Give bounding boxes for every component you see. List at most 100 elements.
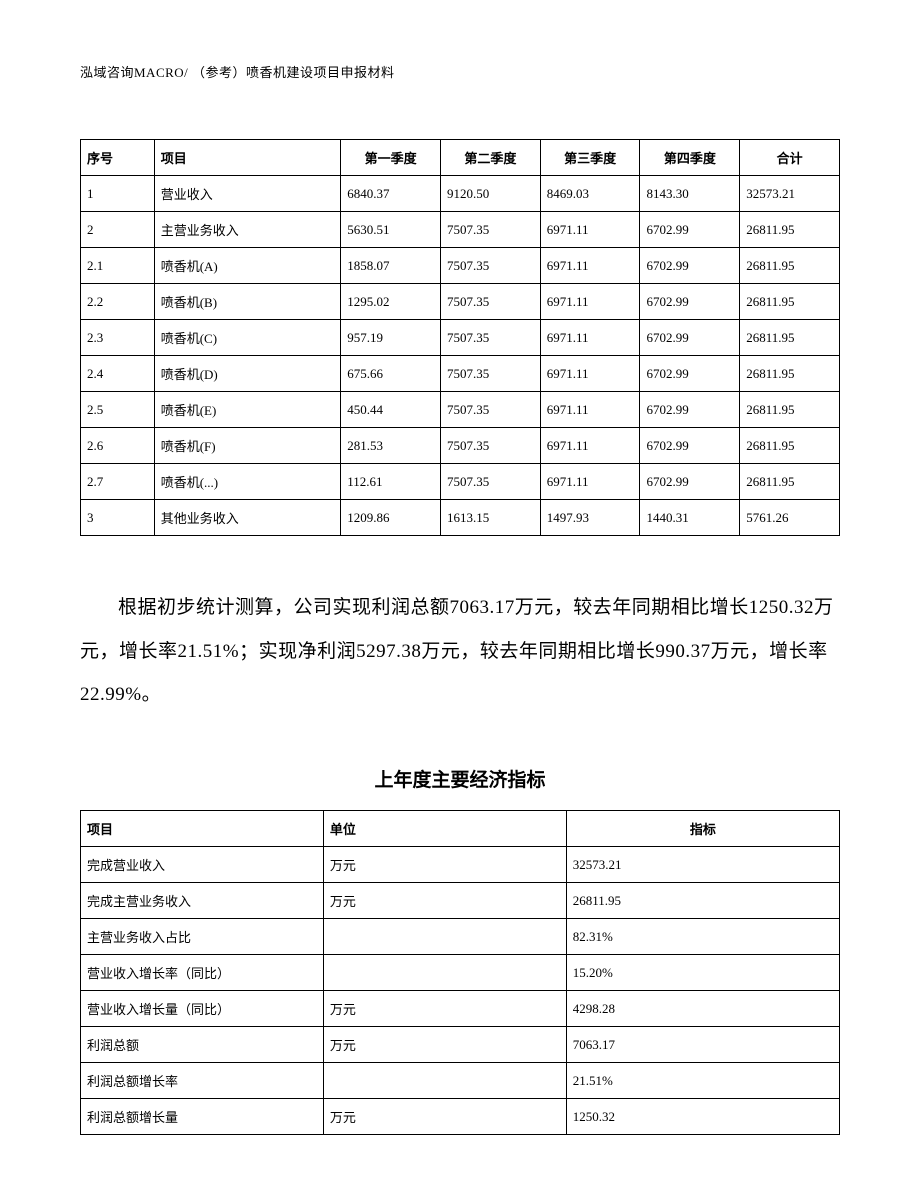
table-cell: 喷香机(F) xyxy=(154,428,340,464)
table-cell xyxy=(323,955,566,991)
table-cell: 26811.95 xyxy=(740,464,840,500)
table-cell: 5761.26 xyxy=(740,500,840,536)
table-row: 完成主营业务收入万元26811.95 xyxy=(81,883,840,919)
table-cell: 1295.02 xyxy=(341,284,441,320)
table-cell: 2.1 xyxy=(81,248,155,284)
table-cell: 82.31% xyxy=(566,919,839,955)
table-row: 营业收入增长率（同比） 15.20% xyxy=(81,955,840,991)
table-cell: 6971.11 xyxy=(540,392,640,428)
table-cell: 喷香机(A) xyxy=(154,248,340,284)
table-cell: 7507.35 xyxy=(440,320,540,356)
table-cell: 21.51% xyxy=(566,1063,839,1099)
table-cell: 喷香机(C) xyxy=(154,320,340,356)
table-cell: 喷香机(E) xyxy=(154,392,340,428)
table-cell: 26811.95 xyxy=(740,248,840,284)
table-row: 利润总额万元7063.17 xyxy=(81,1027,840,1063)
table-cell xyxy=(323,1063,566,1099)
table-row: 2.1喷香机(A)1858.077507.356971.116702.99268… xyxy=(81,248,840,284)
table-cell: 112.61 xyxy=(341,464,441,500)
table-cell: 7507.35 xyxy=(440,284,540,320)
table-row: 利润总额增长量万元1250.32 xyxy=(81,1099,840,1135)
header-q4: 第四季度 xyxy=(640,140,740,176)
table-cell: 15.20% xyxy=(566,955,839,991)
table-cell: 万元 xyxy=(323,883,566,919)
table-row: 2.7喷香机(...)112.617507.356971.116702.9926… xyxy=(81,464,840,500)
table-cell: 6971.11 xyxy=(540,284,640,320)
table-cell: 2.7 xyxy=(81,464,155,500)
table-cell: 6971.11 xyxy=(540,428,640,464)
table-cell: 957.19 xyxy=(341,320,441,356)
table-row: 完成营业收入万元32573.21 xyxy=(81,847,840,883)
header-item: 项目 xyxy=(154,140,340,176)
table-cell: 6971.11 xyxy=(540,320,640,356)
table1-body: 1营业收入6840.379120.508469.038143.3032573.2… xyxy=(81,176,840,536)
table-header-row: 项目 单位 指标 xyxy=(81,811,840,847)
table-row: 2.2喷香机(B)1295.027507.356971.116702.99268… xyxy=(81,284,840,320)
table-cell: 9120.50 xyxy=(440,176,540,212)
table-cell: 3 xyxy=(81,500,155,536)
table-cell: 26811.95 xyxy=(740,320,840,356)
table-row: 利润总额增长率 21.51% xyxy=(81,1063,840,1099)
table-cell: 6840.37 xyxy=(341,176,441,212)
table-cell: 7063.17 xyxy=(566,1027,839,1063)
table-cell: 8469.03 xyxy=(540,176,640,212)
table-cell: 6702.99 xyxy=(640,284,740,320)
table-cell: 6702.99 xyxy=(640,428,740,464)
header-q1: 第一季度 xyxy=(341,140,441,176)
table-row: 2主营业务收入5630.517507.356971.116702.9926811… xyxy=(81,212,840,248)
table-header-row: 序号 项目 第一季度 第二季度 第三季度 第四季度 合计 xyxy=(81,140,840,176)
table-cell: 6971.11 xyxy=(540,248,640,284)
table-cell: 喷香机(B) xyxy=(154,284,340,320)
table-cell: 营业收入 xyxy=(154,176,340,212)
table-row: 2.3喷香机(C)957.197507.356971.116702.992681… xyxy=(81,320,840,356)
table-cell: 1 xyxy=(81,176,155,212)
header-q3: 第三季度 xyxy=(540,140,640,176)
header-total: 合计 xyxy=(740,140,840,176)
table-cell: 利润总额增长率 xyxy=(81,1063,324,1099)
economic-indicators-table: 项目 单位 指标 完成营业收入万元32573.21完成主营业务收入万元26811… xyxy=(80,810,840,1135)
table-cell: 万元 xyxy=(323,1099,566,1135)
table-cell: 营业收入增长量（同比） xyxy=(81,991,324,1027)
header-indicator: 指标 xyxy=(566,811,839,847)
table-cell: 6702.99 xyxy=(640,392,740,428)
table-cell: 营业收入增长率（同比） xyxy=(81,955,324,991)
table-cell: 26811.95 xyxy=(740,392,840,428)
table-cell: 6702.99 xyxy=(640,248,740,284)
table-cell: 其他业务收入 xyxy=(154,500,340,536)
table-cell xyxy=(323,919,566,955)
table-cell: 2.2 xyxy=(81,284,155,320)
table-cell: 喷香机(...) xyxy=(154,464,340,500)
table-row: 1营业收入6840.379120.508469.038143.3032573.2… xyxy=(81,176,840,212)
table-cell: 6971.11 xyxy=(540,464,640,500)
header-unit: 单位 xyxy=(323,811,566,847)
table-cell: 7507.35 xyxy=(440,248,540,284)
table-cell: 6971.11 xyxy=(540,212,640,248)
table-cell: 喷香机(D) xyxy=(154,356,340,392)
table-cell: 利润总额 xyxy=(81,1027,324,1063)
table-cell: 5630.51 xyxy=(341,212,441,248)
table-cell: 1613.15 xyxy=(440,500,540,536)
header-seq: 序号 xyxy=(81,140,155,176)
table-cell: 26811.95 xyxy=(740,356,840,392)
table-cell: 32573.21 xyxy=(740,176,840,212)
table-cell: 完成营业收入 xyxy=(81,847,324,883)
quarterly-income-table: 序号 项目 第一季度 第二季度 第三季度 第四季度 合计 1营业收入6840.3… xyxy=(80,139,840,536)
table-cell: 6702.99 xyxy=(640,356,740,392)
table-cell: 450.44 xyxy=(341,392,441,428)
table-row: 主营业务收入占比 82.31% xyxy=(81,919,840,955)
table-cell: 4298.28 xyxy=(566,991,839,1027)
table-cell: 万元 xyxy=(323,847,566,883)
table-cell: 1209.86 xyxy=(341,500,441,536)
table-cell: 利润总额增长量 xyxy=(81,1099,324,1135)
table-row: 2.5喷香机(E)450.447507.356971.116702.992681… xyxy=(81,392,840,428)
table-cell: 26811.95 xyxy=(566,883,839,919)
table-cell: 281.53 xyxy=(341,428,441,464)
table-cell: 6702.99 xyxy=(640,464,740,500)
table-cell: 主营业务收入占比 xyxy=(81,919,324,955)
table-cell: 26811.95 xyxy=(740,428,840,464)
table2-body: 完成营业收入万元32573.21完成主营业务收入万元26811.95主营业务收入… xyxy=(81,847,840,1135)
table-cell: 7507.35 xyxy=(440,428,540,464)
table-cell: 8143.30 xyxy=(640,176,740,212)
table-row: 2.6喷香机(F)281.537507.356971.116702.992681… xyxy=(81,428,840,464)
table-cell: 7507.35 xyxy=(440,464,540,500)
